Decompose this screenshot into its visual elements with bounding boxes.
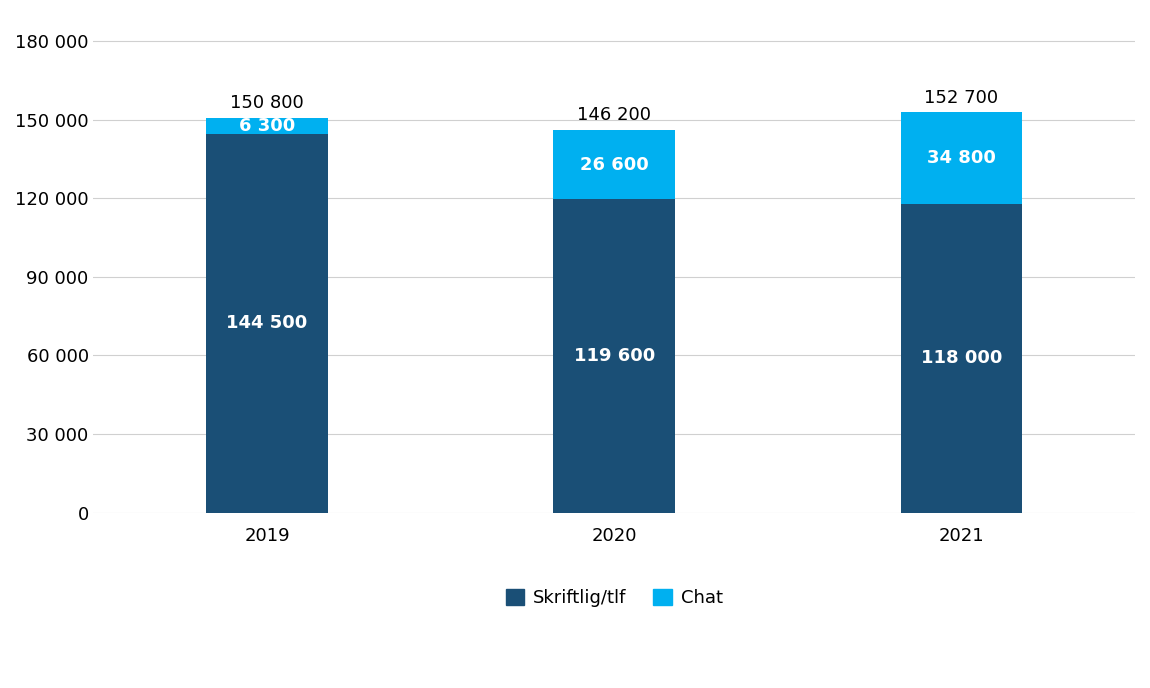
Legend: Skriftlig/tlf, Chat: Skriftlig/tlf, Chat [499,581,730,614]
Text: 152 700: 152 700 [925,89,998,107]
Text: 26 600: 26 600 [580,155,649,173]
Bar [553,130,675,200]
Bar [553,200,675,513]
Bar [206,134,328,513]
Text: 118 000: 118 000 [921,349,1002,367]
Text: 34 800: 34 800 [927,149,996,167]
Text: 150 800: 150 800 [230,94,304,112]
Text: 146 200: 146 200 [577,107,651,125]
Bar [206,118,328,134]
Text: 144 500: 144 500 [227,314,308,332]
Bar [900,204,1022,513]
Text: 119 600: 119 600 [574,347,654,365]
Bar [900,112,1022,204]
Text: 6 300: 6 300 [239,117,296,135]
